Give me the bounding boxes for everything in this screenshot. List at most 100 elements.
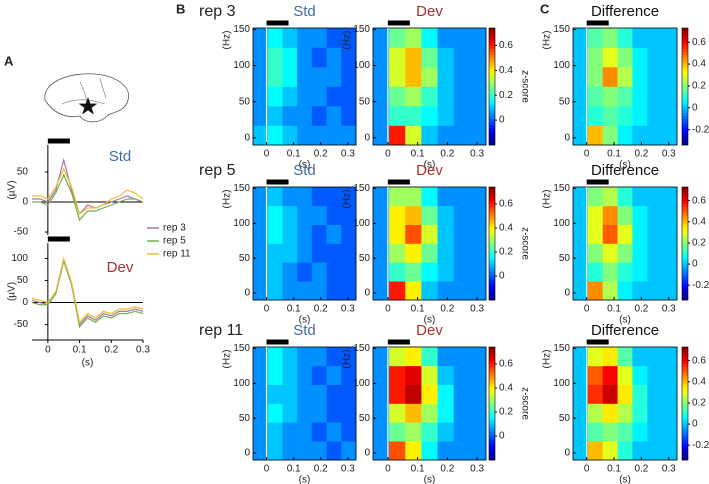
heatmap-cell <box>405 224 422 244</box>
heatmap-cell <box>389 347 406 367</box>
colorbar-step <box>489 189 495 193</box>
colorbar-step <box>489 71 495 76</box>
colorbar-step <box>682 232 688 236</box>
heatmap-cell <box>662 125 678 146</box>
colorbar-step <box>682 133 688 137</box>
heatmap-cell <box>405 281 422 301</box>
colorbar-step <box>682 266 688 270</box>
colorbar-step <box>682 397 688 401</box>
x-axis-label: (s) <box>299 160 311 171</box>
heatmap-cell <box>617 347 633 367</box>
colorbar-step <box>489 121 495 125</box>
heatmap-cell <box>405 106 422 126</box>
heatmap-cell <box>282 86 298 107</box>
heatmap-cell <box>326 125 342 146</box>
heatmap-cell <box>632 47 648 68</box>
series-line <box>32 167 144 216</box>
heatmap-cell <box>587 243 604 263</box>
x-axis-label: (s) <box>299 475 311 484</box>
row-label: rep 11 <box>199 322 243 339</box>
heatmap-cell <box>311 281 327 301</box>
y-tick-label: 50 <box>559 253 571 264</box>
colorbar-step <box>682 206 688 210</box>
colorbar-step <box>489 257 495 261</box>
heatmap-cell <box>647 125 663 146</box>
colorbar-step <box>682 36 688 40</box>
heatmap-cell <box>632 262 648 282</box>
colorbar-step <box>489 89 495 93</box>
heatmap-cell <box>297 347 313 367</box>
heatmap-cell <box>647 224 663 244</box>
colorbar-step <box>682 260 688 264</box>
heatmap-cell <box>647 422 663 442</box>
colorbar-step <box>489 68 495 73</box>
x-tick-label: 0.3 <box>470 464 484 475</box>
colorbar-tick-label: 0 <box>692 259 698 270</box>
heatmap-cell <box>311 86 327 107</box>
heatmap-cell <box>341 243 357 263</box>
panel-label: C <box>540 1 550 16</box>
heatmap-cell <box>469 106 487 126</box>
heatmap-cell <box>373 403 390 423</box>
heatmap-cell <box>311 262 327 282</box>
colorbar-step <box>682 400 688 404</box>
colorbar-tick-label: 0.2 <box>692 81 706 92</box>
colorbar-step <box>682 277 688 281</box>
heatmap-cell <box>326 205 342 225</box>
colorbar-step <box>682 445 688 449</box>
heatmap-cell <box>587 86 604 107</box>
y-tick-label: -50 <box>14 319 29 330</box>
heatmap-cell <box>421 347 438 367</box>
y-tick-label: 0 <box>22 297 28 308</box>
plot-frame <box>252 186 357 301</box>
heatmap-cell <box>267 347 283 367</box>
heatmap-cell <box>341 106 357 126</box>
colorbar-step <box>682 448 688 452</box>
colorbar-step <box>682 386 688 390</box>
heatmap-cell <box>405 403 422 423</box>
recording-site-star <box>78 97 98 115</box>
y-axis-label: (Hz) <box>542 31 553 50</box>
heatmap-cell <box>282 205 298 225</box>
heatmap-cell <box>311 224 327 244</box>
heatmap-cell <box>587 28 604 48</box>
colorbar-step <box>489 42 495 46</box>
heatmap-cell <box>267 422 283 442</box>
heatmap-cell <box>421 281 438 301</box>
y-tick-label: 0 <box>22 197 28 208</box>
heatmap-cell <box>632 243 648 263</box>
heatmap-cell <box>373 422 390 442</box>
x-tick-label: 0 <box>584 464 590 475</box>
heatmap-cell <box>453 187 471 207</box>
colorbar-step <box>682 417 688 421</box>
heatmap-cell <box>662 441 678 461</box>
heatmap-cell <box>282 187 298 207</box>
heatmap-cell <box>662 224 678 244</box>
legend-label: rep 11 <box>163 249 191 260</box>
heatmap-cell <box>326 422 342 442</box>
colorbar-step <box>489 240 495 244</box>
colorbar-step <box>489 420 495 424</box>
colorbar-step <box>682 457 688 461</box>
y-axis-label: (Hz) <box>222 190 233 209</box>
colorbar-step <box>489 198 495 202</box>
heatmap-cell <box>421 205 438 225</box>
colorbar-step <box>489 445 495 449</box>
colorbar-step <box>682 63 688 67</box>
heatmap-cell <box>253 224 269 244</box>
colorbar-step <box>682 240 688 244</box>
heatmap-cell <box>297 403 313 423</box>
colorbar-frame <box>681 186 689 301</box>
heatmap-cell <box>421 28 438 48</box>
heatmap-cell <box>297 187 313 207</box>
heatmap-cell <box>437 384 455 404</box>
y-tick-label: 0 <box>364 288 370 299</box>
y-tick-label: 0 <box>564 448 570 459</box>
heatmap-cell <box>341 281 357 301</box>
colorbar-step <box>682 380 688 385</box>
colorbar-step <box>682 215 688 219</box>
heatmap-cell <box>282 125 298 146</box>
colorbar-step <box>489 437 495 441</box>
heatmap-cell <box>587 365 604 385</box>
colorbar-tick-label: 0 <box>499 271 505 282</box>
